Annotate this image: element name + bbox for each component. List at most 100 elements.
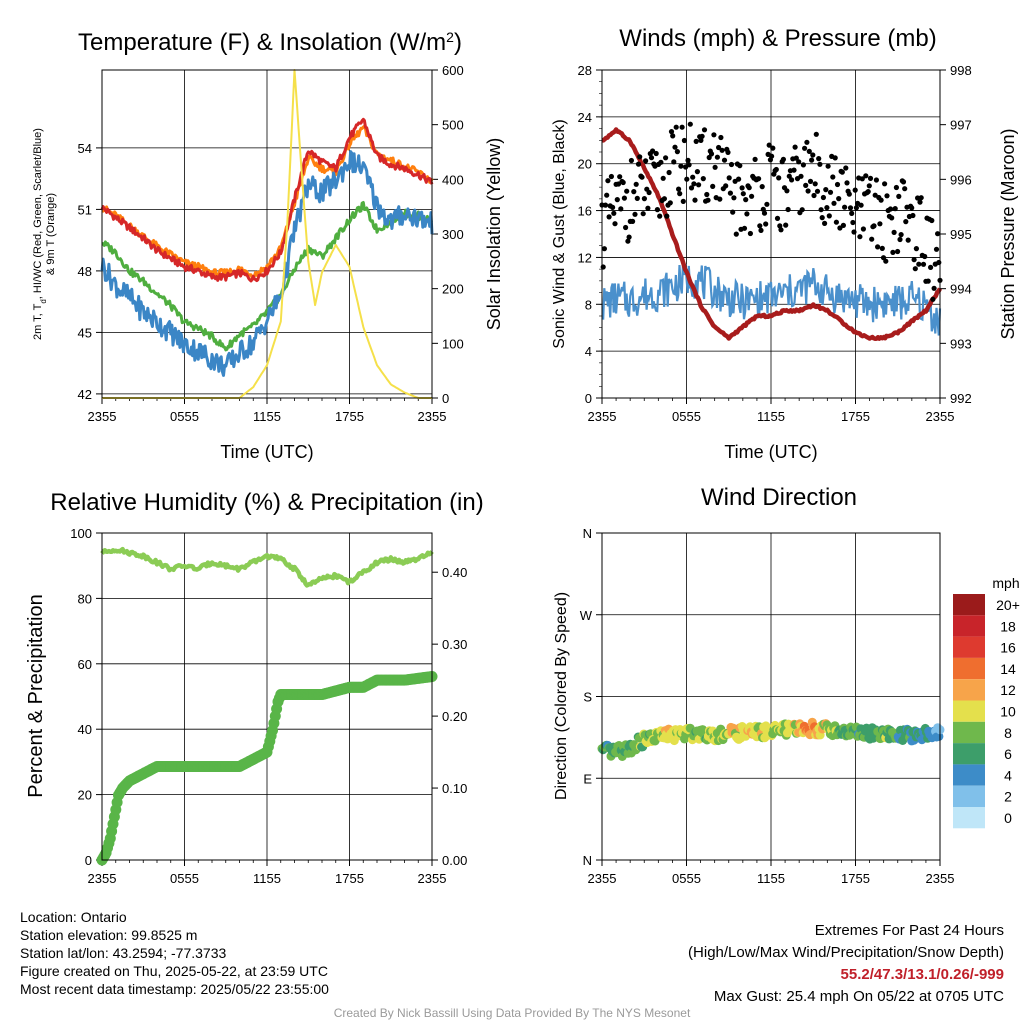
gust-point — [708, 151, 715, 157]
gust-point — [632, 211, 638, 217]
gust-point — [728, 161, 735, 168]
gust-point — [902, 186, 908, 192]
y2-tick-label: 0.20 — [442, 709, 467, 724]
gust-point — [639, 174, 645, 180]
gust-point — [672, 144, 678, 150]
gust-point — [896, 193, 902, 199]
recent-text: Most recent data timestamp: 2025/05/22 2… — [20, 981, 329, 997]
gust-point — [929, 217, 935, 224]
gust-point — [799, 207, 805, 213]
gust-point — [827, 189, 834, 195]
gust-point — [789, 177, 795, 183]
legend-swatch — [953, 743, 985, 765]
gust-point — [857, 234, 863, 240]
y-tick-label: 51 — [78, 202, 92, 217]
gust-point — [878, 197, 884, 203]
x-tick-label: 2355 — [418, 409, 447, 424]
gust-point — [825, 163, 831, 169]
legend-label: 4 — [1004, 767, 1012, 783]
chart-title: Winds (mph) & Pressure (mb) — [619, 25, 936, 52]
gust-point — [823, 187, 829, 193]
legend-swatch — [953, 636, 985, 658]
y2-tick-label: 992 — [950, 391, 972, 406]
gust-point — [758, 227, 764, 233]
gust-point — [830, 174, 836, 180]
wind-series-group — [599, 121, 943, 342]
x-tick-label: 1155 — [757, 409, 785, 424]
y-tick-label: 100 — [70, 526, 92, 541]
gust-point — [810, 152, 816, 158]
y-tick-label: 54 — [78, 141, 92, 156]
elevation-text: Station elevation: 99.8525 m — [20, 927, 198, 943]
x-axis-label: Time (UTC) — [724, 442, 817, 462]
gust-point — [631, 189, 637, 195]
gust-point — [700, 176, 706, 182]
gust-point — [670, 133, 676, 139]
y-tick-label: 20 — [78, 788, 92, 803]
chart-title: Relative Humidity (%) & Precipitation (i… — [50, 489, 483, 516]
y-tick-label: S — [583, 690, 592, 705]
gust-point — [807, 178, 814, 184]
gust-point — [822, 220, 828, 226]
x-tick-label: 2355 — [418, 871, 447, 886]
y2-axis-label: Solar Insolation (Yellow) — [484, 138, 504, 330]
y2-tick-label: 994 — [950, 282, 972, 297]
legend-label: 6 — [1004, 746, 1012, 762]
gust-point — [645, 205, 651, 211]
gust-point — [850, 219, 856, 226]
gust-point — [711, 132, 717, 138]
gust-point — [739, 185, 745, 191]
y2-tick-label: 998 — [950, 63, 972, 78]
gust-point — [685, 157, 691, 163]
gust-point — [905, 237, 911, 243]
x-tick-label: 2355 — [588, 871, 617, 886]
x-tick-label: 1755 — [841, 409, 870, 424]
gust-point — [824, 205, 830, 211]
humidity-line — [100, 546, 434, 588]
gust-point — [819, 215, 825, 221]
direction-points-group — [597, 717, 945, 761]
y2-tick-label: 997 — [950, 118, 972, 133]
y-label-part: 2m T, T — [32, 303, 44, 340]
gust-point — [673, 124, 679, 130]
plot-frame-3 — [601, 532, 941, 861]
gust-point — [719, 147, 725, 153]
gust-point — [696, 182, 702, 188]
y-tick-label: N — [583, 853, 592, 868]
gust-point — [875, 244, 881, 250]
x-tick-label: 0555 — [672, 409, 701, 424]
gust-point — [714, 154, 721, 160]
legend-label: 12 — [1000, 682, 1016, 698]
gust-point — [873, 177, 880, 183]
gust-point — [676, 186, 682, 192]
gust-point — [831, 200, 837, 206]
gust-point — [849, 210, 855, 216]
gust-point — [853, 205, 860, 211]
x-axis-label: Time (UTC) — [220, 442, 313, 462]
gust-point — [913, 246, 920, 252]
legend-swatch — [953, 594, 985, 616]
extremes-values: 55.2/47.3/13.1/0.26/-999 — [840, 966, 1004, 983]
gust-point — [936, 259, 942, 266]
gust-point — [623, 224, 629, 231]
gust-point — [640, 211, 646, 217]
x-tick-label: 1755 — [335, 409, 364, 424]
gust-point — [785, 206, 791, 213]
latlon-text: Station lat/lon: 43.2594; -77.3733 — [20, 945, 227, 961]
gust-point — [887, 206, 894, 212]
gust-point — [646, 189, 652, 196]
gust-point — [866, 183, 872, 189]
x-tick-label: 1155 — [253, 871, 281, 886]
gust-point — [761, 210, 768, 216]
y2-tick-label: 993 — [950, 336, 972, 351]
legend-label: 18 — [1000, 618, 1016, 634]
y2-tick-label: 600 — [442, 63, 464, 78]
chart-title: Temperature (F) & Insolation (W/m2) — [78, 29, 462, 56]
y-tick-label: 45 — [78, 325, 92, 340]
gust-point — [620, 179, 626, 186]
y2-tick-label: 300 — [442, 227, 464, 242]
extremes-info: Extremes For Past 24 Hours (High/Low/Max… — [688, 920, 1004, 1008]
legend-swatch — [953, 807, 985, 829]
pressure-line — [601, 127, 943, 342]
gust-point — [716, 144, 722, 151]
